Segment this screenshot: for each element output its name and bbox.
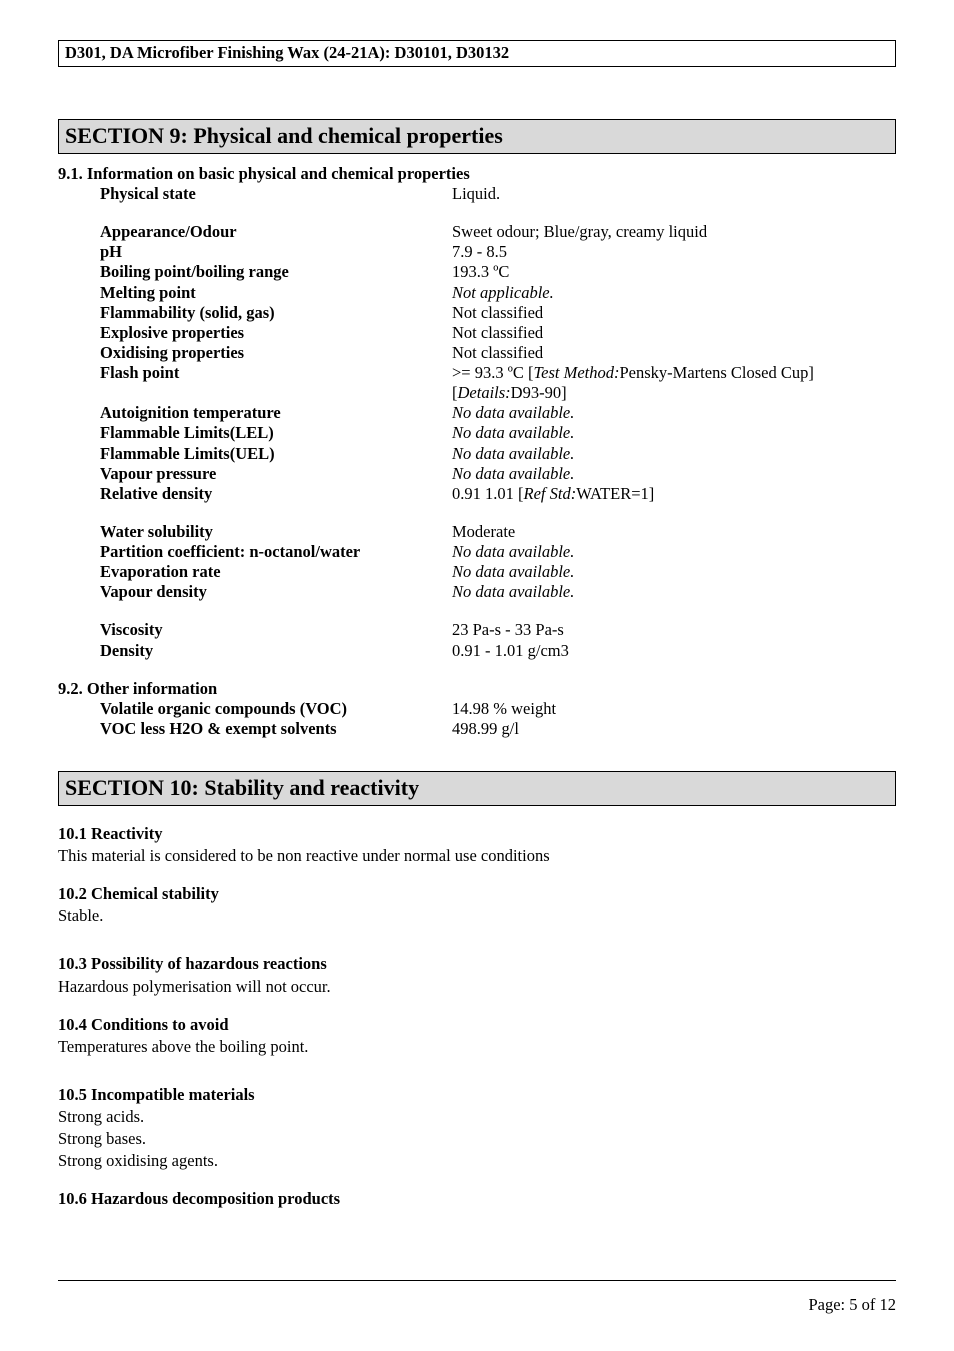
property-row: Flammability (solid, gas)Not classified [100, 303, 896, 323]
property-row: Physical stateLiquid. [100, 184, 896, 204]
property-label: Vapour density [100, 582, 452, 602]
property-value: Liquid. [452, 184, 896, 204]
property-row: Boiling point/boiling range193.3 ºC [100, 262, 896, 282]
property-value: 7.9 - 8.5 [452, 242, 896, 262]
property-value: Not classified [452, 343, 896, 363]
section-10-item-body: Hazardous polymerisation will not occur. [58, 977, 896, 997]
property-value: No data available. [452, 562, 896, 582]
section-9-1-block3: Water solubilityModeratePartition coeffi… [58, 522, 896, 603]
property-value: Not classified [452, 303, 896, 323]
property-label: pH [100, 242, 452, 262]
section-10-title: SECTION 10: Stability and reactivity [65, 775, 419, 800]
property-label: Physical state [100, 184, 452, 204]
property-value: No data available. [452, 582, 896, 602]
property-label: Vapour pressure [100, 464, 452, 484]
property-value: 0.91 1.01 [Ref Std:WATER=1] [452, 484, 896, 504]
section-9-2-block: Volatile organic compounds (VOC)14.98 % … [58, 699, 896, 739]
section-9-1-block1: Physical stateLiquid. [58, 184, 896, 204]
property-label: Flammable Limits(UEL) [100, 444, 452, 464]
section-9-header: SECTION 9: Physical and chemical propert… [58, 119, 896, 154]
property-row: Water solubilityModerate [100, 522, 896, 542]
property-value: [Details:D93-90] [452, 383, 896, 403]
property-label: Autoignition temperature [100, 403, 452, 423]
property-row: Density0.91 - 1.01 g/cm3 [100, 641, 896, 661]
property-label: Relative density [100, 484, 452, 504]
section-10-item-heading: 10.5 Incompatible materials [58, 1085, 896, 1105]
footer-page-number: Page: 5 of 12 [58, 1281, 896, 1315]
property-label: Oxidising properties [100, 343, 452, 363]
property-row: Autoignition temperatureNo data availabl… [100, 403, 896, 423]
section-10-item-body-line: Strong oxidising agents. [58, 1151, 896, 1171]
property-label: Explosive properties [100, 323, 452, 343]
property-label: Partition coefficient: n-octanol/water [100, 542, 452, 562]
section-9-1-block4: Viscosity23 Pa-s - 33 Pa-sDensity0.91 - … [58, 620, 896, 660]
property-row: Partition coefficient: n-octanol/waterNo… [100, 542, 896, 562]
section-10-item-heading: 10.3 Possibility of hazardous reactions [58, 954, 896, 974]
property-row: Oxidising propertiesNot classified [100, 343, 896, 363]
property-value: >= 93.3 ºC [Test Method:Pensky-Martens C… [452, 363, 896, 383]
property-row: Relative density0.91 1.01 [Ref Std:WATER… [100, 484, 896, 504]
property-value: 193.3 ºC [452, 262, 896, 282]
property-label: Flammability (solid, gas) [100, 303, 452, 323]
page-footer: Page: 5 of 12 [58, 1280, 896, 1315]
property-value: Not applicable. [452, 283, 896, 303]
property-label: Appearance/Odour [100, 222, 452, 242]
section-10-item-heading: 10.4 Conditions to avoid [58, 1015, 896, 1035]
property-row: Vapour densityNo data available. [100, 582, 896, 602]
section-10-item-body: Temperatures above the boiling point. [58, 1037, 896, 1057]
property-value: 23 Pa-s - 33 Pa-s [452, 620, 896, 640]
property-value: Moderate [452, 522, 896, 542]
section-10-item-heading: 10.6 Hazardous decomposition products [58, 1189, 896, 1209]
property-value: No data available. [452, 444, 896, 464]
property-row: Volatile organic compounds (VOC)14.98 % … [100, 699, 896, 719]
property-label: Melting point [100, 283, 452, 303]
property-label: VOC less H2O & exempt solvents [100, 719, 452, 739]
property-label: Water solubility [100, 522, 452, 542]
subsection-9-1-heading: 9.1. Information on basic physical and c… [58, 164, 896, 184]
property-label: Evaporation rate [100, 562, 452, 582]
section-9-1-block2: Appearance/OdourSweet odour; Blue/gray, … [58, 222, 896, 504]
property-label: Viscosity [100, 620, 452, 640]
section-10-item-body-line: Strong bases. [58, 1129, 896, 1149]
property-value: 0.91 - 1.01 g/cm3 [452, 641, 896, 661]
property-row: Explosive propertiesNot classified [100, 323, 896, 343]
property-label [100, 383, 452, 403]
property-row: Vapour pressureNo data available. [100, 464, 896, 484]
property-row: Flash point>= 93.3 ºC [Test Method:Pensk… [100, 363, 896, 383]
property-label: Flash point [100, 363, 452, 383]
property-value: No data available. [452, 464, 896, 484]
property-label: Density [100, 641, 452, 661]
property-row: Flammable Limits(UEL)No data available. [100, 444, 896, 464]
property-label: Boiling point/boiling range [100, 262, 452, 282]
section-10-item-heading: 10.1 Reactivity [58, 824, 896, 844]
page: D301, DA Microfiber Finishing Wax (24-21… [0, 0, 954, 1351]
property-row: [Details:D93-90] [100, 383, 896, 403]
document-header-title: D301, DA Microfiber Finishing Wax (24-21… [65, 43, 509, 62]
property-row: Evaporation rateNo data available. [100, 562, 896, 582]
section-9-title: SECTION 9: Physical and chemical propert… [65, 123, 503, 148]
document-header-box: D301, DA Microfiber Finishing Wax (24-21… [58, 40, 896, 67]
property-value: Not classified [452, 323, 896, 343]
property-value: No data available. [452, 403, 896, 423]
property-row: pH7.9 - 8.5 [100, 242, 896, 262]
property-value: Sweet odour; Blue/gray, creamy liquid [452, 222, 896, 242]
property-value: No data available. [452, 423, 896, 443]
property-row: Flammable Limits(LEL)No data available. [100, 423, 896, 443]
section-10-item-heading: 10.2 Chemical stability [58, 884, 896, 904]
section-10-body: 10.1 ReactivityThis material is consider… [58, 816, 896, 1210]
section-10-item-body: This material is considered to be non re… [58, 846, 896, 866]
property-label: Volatile organic compounds (VOC) [100, 699, 452, 719]
section-10-item-body: Stable. [58, 906, 896, 926]
section-10-item-body-line: Strong acids. [58, 1107, 896, 1127]
property-row: Appearance/OdourSweet odour; Blue/gray, … [100, 222, 896, 242]
property-row: VOC less H2O & exempt solvents498.99 g/l [100, 719, 896, 739]
property-row: Melting pointNot applicable. [100, 283, 896, 303]
subsection-9-2-heading: 9.2. Other information [58, 679, 896, 699]
section-10-header: SECTION 10: Stability and reactivity [58, 771, 896, 806]
property-value: No data available. [452, 542, 896, 562]
property-value: 498.99 g/l [452, 719, 896, 739]
property-row: Viscosity23 Pa-s - 33 Pa-s [100, 620, 896, 640]
property-label: Flammable Limits(LEL) [100, 423, 452, 443]
property-value: 14.98 % weight [452, 699, 896, 719]
